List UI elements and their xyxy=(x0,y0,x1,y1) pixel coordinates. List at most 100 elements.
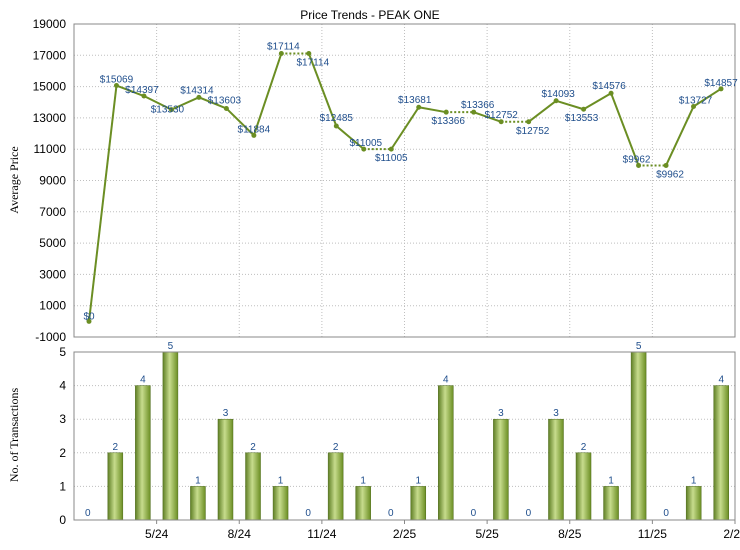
price-point xyxy=(526,119,532,125)
transaction-bar xyxy=(190,486,206,521)
transaction-bar xyxy=(438,385,454,521)
transactions-bars xyxy=(107,351,729,521)
transaction-bar-label: 1 xyxy=(360,475,366,486)
price-point-label: $9962 xyxy=(623,154,651,165)
price-point xyxy=(581,106,587,112)
transaction-bar xyxy=(217,418,234,521)
price-point xyxy=(168,107,174,113)
transaction-bar-label: 1 xyxy=(691,475,697,486)
transaction-bar-label: 0 xyxy=(388,508,394,519)
price-line-segment xyxy=(116,84,145,97)
transaction-bar xyxy=(355,486,371,521)
chart-title: Price Trends - PEAK ONE xyxy=(300,8,439,22)
price-point-label: $14093 xyxy=(541,89,575,100)
price-point-label: $12752 xyxy=(516,126,550,137)
transactions-y-tick-label: 4 xyxy=(59,379,66,393)
price-plot-gridlines xyxy=(74,23,735,338)
transaction-bar-label: 3 xyxy=(498,408,504,419)
transaction-bar-label: 0 xyxy=(526,508,532,519)
price-y-axis-ticks: -1000 1000 3000 5000 7000 9000 11000 13000 15000… xyxy=(33,17,67,344)
price-point xyxy=(553,98,559,104)
price-point-label: $0 xyxy=(83,311,95,322)
price-point xyxy=(113,83,119,89)
price-line-segment xyxy=(198,96,227,110)
transaction-bar xyxy=(685,486,702,521)
transaction-bar-label: 4 xyxy=(718,375,724,386)
price-point xyxy=(333,123,339,129)
price-point-label: $17114 xyxy=(297,58,330,69)
transaction-bar xyxy=(107,452,124,521)
transaction-bar-label: 0 xyxy=(663,508,669,519)
price-y-tick-label: 1000 xyxy=(39,299,66,313)
price-line-segment xyxy=(390,106,420,150)
price-point xyxy=(663,162,669,168)
price-line-segment xyxy=(665,106,695,166)
price-y-tick-label: -1000 xyxy=(35,330,66,344)
transactions-y-tick-label: 5 xyxy=(59,345,66,359)
price-point-label: $12752 xyxy=(484,110,518,121)
price-point-label: $12485 xyxy=(320,113,354,124)
price-point-label: $13727 xyxy=(679,96,713,107)
price-y-axis-label: Average Price xyxy=(7,146,21,213)
price-point xyxy=(718,86,724,92)
transaction-bar-label: 4 xyxy=(443,375,449,386)
transaction-bar-label: 1 xyxy=(278,475,284,486)
price-point xyxy=(608,90,614,96)
price-line-segment xyxy=(473,111,502,123)
price-y-tick-label: 7000 xyxy=(39,205,66,219)
price-line-segment xyxy=(555,99,584,111)
price-point xyxy=(498,119,504,125)
transaction-bar xyxy=(162,351,179,521)
transaction-bar-label: 1 xyxy=(195,475,201,486)
transaction-bar-label: 0 xyxy=(85,508,91,519)
price-line-segment xyxy=(143,95,172,111)
transaction-bar xyxy=(410,486,427,521)
price-line-segment xyxy=(88,85,118,322)
price-line-segment xyxy=(692,87,722,108)
transaction-bar-label: 0 xyxy=(471,508,477,519)
transaction-bar xyxy=(135,385,151,521)
price-y-tick-label: 5000 xyxy=(39,236,66,250)
x-tick-label: 2/26 xyxy=(723,527,740,541)
price-line-segment xyxy=(252,53,283,136)
price-y-tick-label: 13000 xyxy=(33,111,67,125)
price-point-label: $11005 xyxy=(375,153,408,164)
transaction-bar-label: 1 xyxy=(608,475,614,486)
price-y-tick-label: 11000 xyxy=(34,142,67,156)
price-y-tick-label: 19000 xyxy=(33,17,67,31)
price-point-label: $13366 xyxy=(461,100,495,111)
price-point-label: $14576 xyxy=(592,81,626,92)
transactions-y-axis-ticks: 0 1 2 3 4 5 xyxy=(59,345,66,527)
transaction-bar xyxy=(713,385,729,521)
transaction-bar xyxy=(548,418,564,521)
transactions-y-tick-label: 3 xyxy=(59,412,66,426)
price-point-label: $11884 xyxy=(238,124,271,135)
price-line-segment xyxy=(171,96,200,111)
price-line-segment xyxy=(583,92,612,111)
x-tick-label: 5/24 xyxy=(145,527,169,541)
price-y-tick-label: 17000 xyxy=(33,48,67,62)
transaction-bar-label: 3 xyxy=(553,408,559,419)
transaction-bar-label: 1 xyxy=(415,475,421,486)
transaction-bar-label: 3 xyxy=(223,408,229,419)
transaction-bar xyxy=(630,351,647,521)
price-point xyxy=(636,162,642,168)
x-tick-label: 5/25 xyxy=(475,527,499,541)
price-y-tick-label: 15000 xyxy=(33,80,67,94)
price-point xyxy=(306,51,312,57)
transaction-bar-label: 0 xyxy=(305,508,311,519)
price-point-label: $11005 xyxy=(349,138,382,149)
x-tick-label: 11/24 xyxy=(307,527,336,541)
price-point-label: $13366 xyxy=(432,116,466,127)
transaction-bar xyxy=(493,418,509,521)
price-point xyxy=(223,105,229,111)
price-point-label: $13530 xyxy=(151,105,185,116)
price-line-segment xyxy=(610,92,640,166)
price-point-label: $14857 xyxy=(704,78,738,89)
price-point xyxy=(691,104,697,110)
transactions-y-tick-label: 1 xyxy=(59,479,66,493)
transaction-bar-label: 2 xyxy=(581,442,587,453)
price-point-label: $13553 xyxy=(565,113,599,124)
price-point-label: $15069 xyxy=(100,75,134,86)
